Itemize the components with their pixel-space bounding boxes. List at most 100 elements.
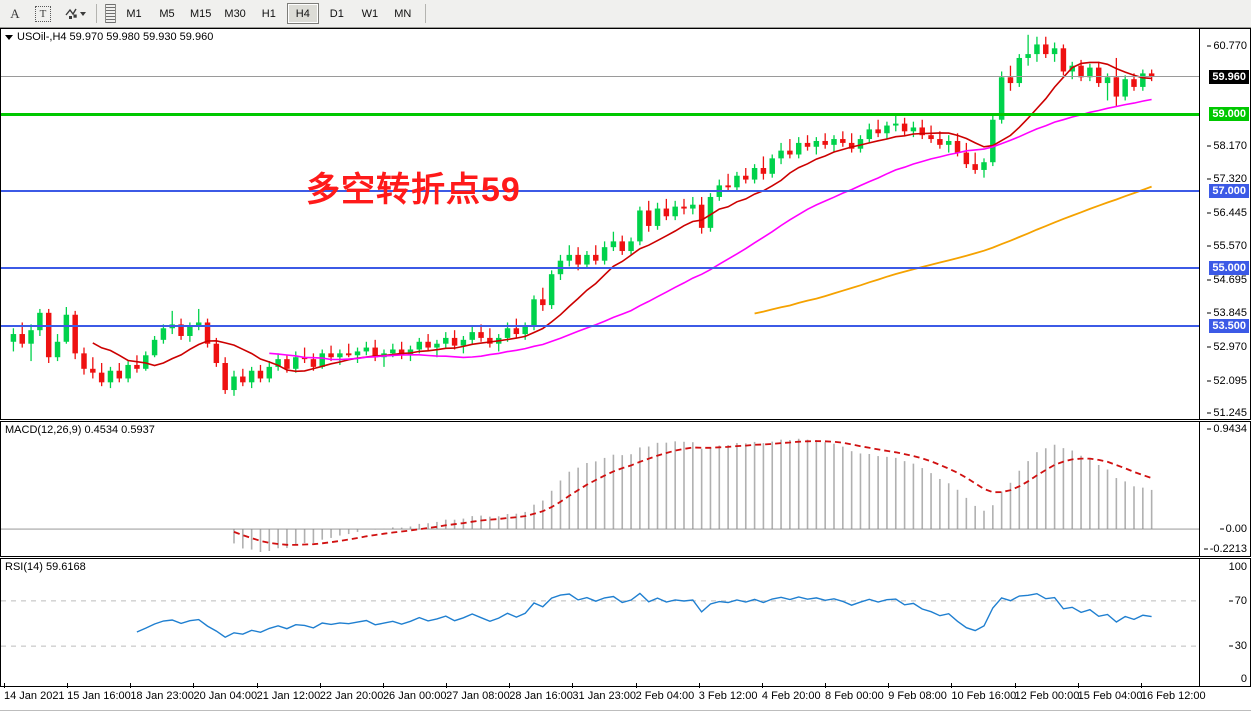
price-level-59.000[interactable] <box>1 112 1199 116</box>
time-label: 20 Jan 04:00 <box>193 690 258 702</box>
rsi-pane[interactable]: RSI(14) 59.6168 100 70 30 0 <box>0 558 1251 687</box>
price-axis[interactable]: 60.770 58.170 57.320 56.445 55.570 54.695 53.8… <box>1199 29 1250 419</box>
time-label: 3 Feb 12:00 <box>698 690 758 702</box>
caret-down-icon[interactable] <box>5 34 13 40</box>
rsi-tick-0: 0 <box>1240 673 1247 685</box>
time-tick <box>572 683 574 688</box>
timeframe-m15[interactable]: M15 <box>190 7 212 20</box>
level-tag-59.000[interactable]: 59.000 <box>1209 106 1249 121</box>
timeframe-d1[interactable]: D1 <box>329 7 344 20</box>
timeframe-group: M1 M5 M15 M30 H1 H4 D1 W1 MN <box>116 3 418 24</box>
macd-axis[interactable]: 0.9434 0.00 -0.2213 <box>1199 422 1250 556</box>
price-tick-52.970: 52.970 <box>1207 341 1247 353</box>
symbol-ohlc-text: USOil-,H4 59.970 59.980 59.930 59.960 <box>17 31 214 43</box>
macd-pane[interactable]: MACD(12,26,9) 0.4534 0.5937 0.9434 0.00 -0… <box>0 421 1251 557</box>
time-tick <box>382 683 384 688</box>
time-axis[interactable]: 14 Jan 2021 15 Jan 16:00 18 Jan 23:00 20 Ja… <box>0 683 1251 711</box>
macd-tick-0.00: 0.00 <box>1219 523 1247 535</box>
text-a-icon: A <box>10 5 20 21</box>
tick-dash <box>1207 279 1212 281</box>
toolbar: A T M1 M5 M15 M30 H1 H4 D1 W1 MN <box>0 0 1251 28</box>
tick-dash <box>1207 380 1212 382</box>
time-label: 31 Jan 23:00 <box>572 690 637 702</box>
price-level-59.960[interactable] <box>1 75 1199 77</box>
time-tick <box>1014 683 1016 688</box>
time-label: 14 Jan 2021 <box>4 690 65 702</box>
time-label: 22 Jan 20:00 <box>319 690 384 702</box>
time-tick <box>446 683 448 688</box>
tick-dash <box>1207 212 1212 214</box>
timeframe-h1[interactable]: H1 <box>261 7 276 20</box>
time-tick <box>1077 683 1079 688</box>
price-tick-51.245: 51.245 <box>1207 407 1247 419</box>
time-label: 15 Feb 04:00 <box>1077 690 1143 702</box>
tick-dash <box>1203 548 1208 550</box>
price-chart-pane[interactable]: 多空转折点59 USOil-,H4 59.970 59.980 59.930 5… <box>0 28 1251 420</box>
price-plot-area[interactable]: 多空转折点59 <box>1 29 1199 419</box>
label-t-icon: T <box>35 5 51 22</box>
time-tick <box>256 683 258 688</box>
tick-dash <box>1207 178 1212 180</box>
tick-dash <box>1207 428 1212 430</box>
time-tick <box>193 683 195 688</box>
timeframe-m1[interactable]: M1 <box>126 7 142 20</box>
time-tick <box>951 683 953 688</box>
objects-tool-button[interactable] <box>58 2 92 25</box>
price-level-55.000[interactable] <box>1 267 1199 270</box>
chart-annotation-text: 多空转折点59 <box>306 171 521 209</box>
price-level-57.000[interactable] <box>1 190 1199 193</box>
toolbar-divider-2 <box>424 4 426 23</box>
price-tick-54.695: 54.695 <box>1207 274 1247 286</box>
level-tag-55.000[interactable]: 55.000 <box>1209 261 1249 276</box>
time-tick <box>509 683 511 688</box>
text-tool-button[interactable]: A <box>2 2 28 25</box>
time-label: 27 Jan 08:00 <box>446 690 510 702</box>
time-label: 12 Feb 00:00 <box>1014 690 1080 702</box>
time-label: 21 Jan 12:00 <box>256 690 321 702</box>
time-label: 8 Feb 00:00 <box>825 690 884 702</box>
label-tool-button[interactable]: T <box>30 2 56 25</box>
rsi-tick-30: 30 <box>1228 640 1247 652</box>
tick-dash <box>1207 412 1212 414</box>
chevron-down-icon[interactable] <box>80 11 86 16</box>
rsi-plot-area[interactable] <box>1 559 1199 686</box>
level-tag-53.500[interactable]: 53.500 <box>1209 319 1249 334</box>
macd-series <box>1 438 1199 552</box>
price-candles <box>10 34 1155 396</box>
price-level-53.500[interactable] <box>1 325 1199 328</box>
tick-dash <box>1219 528 1224 530</box>
time-tick <box>698 683 700 688</box>
level-tag-57.000[interactable]: 57.000 <box>1209 184 1249 199</box>
timeframe-m30[interactable]: M30 <box>224 7 246 20</box>
symbol-header[interactable]: USOil-,H4 59.970 59.980 59.930 59.960 <box>5 31 213 43</box>
timeframe-w1[interactable]: W1 <box>361 7 379 20</box>
timeframe-m5[interactable]: M5 <box>159 7 175 20</box>
price-tick-55.570: 55.570 <box>1207 240 1247 252</box>
time-label: 18 Jan 23:00 <box>130 690 194 702</box>
time-tick <box>67 683 69 688</box>
objects-icon <box>65 8 77 19</box>
tick-dash <box>1228 645 1233 647</box>
tick-dash <box>1228 600 1233 602</box>
tick-dash <box>1207 245 1212 247</box>
price-tick-57.320: 57.320 <box>1207 173 1247 185</box>
timeframe-mn[interactable]: MN <box>394 7 412 20</box>
periods-grip-icon[interactable] <box>105 4 116 23</box>
time-tick <box>761 683 763 688</box>
rsi-tick-100: 100 <box>1228 561 1247 573</box>
tick-dash <box>1207 346 1212 348</box>
rsi-label: RSI(14) 59.6168 <box>5 561 86 573</box>
macd-plot-area[interactable] <box>1 422 1199 556</box>
price-tick-53.845: 53.845 <box>1207 307 1247 319</box>
rsi-tick-70: 70 <box>1228 595 1247 607</box>
tick-dash <box>1207 45 1212 47</box>
rsi-axis[interactable]: 100 70 30 0 <box>1199 559 1250 686</box>
current-price-tag-59.960[interactable]: 59.960 <box>1209 69 1249 84</box>
timeframe-h4[interactable]: H4 <box>286 3 319 24</box>
time-tick <box>888 683 890 688</box>
toolbar-divider <box>96 4 97 23</box>
time-label: 4 Feb 20:00 <box>761 690 821 702</box>
macd-tick--0.2213: -0.2213 <box>1203 543 1247 555</box>
time-tick <box>130 683 132 688</box>
macd-tick-0.9434: 0.9434 <box>1207 423 1247 435</box>
